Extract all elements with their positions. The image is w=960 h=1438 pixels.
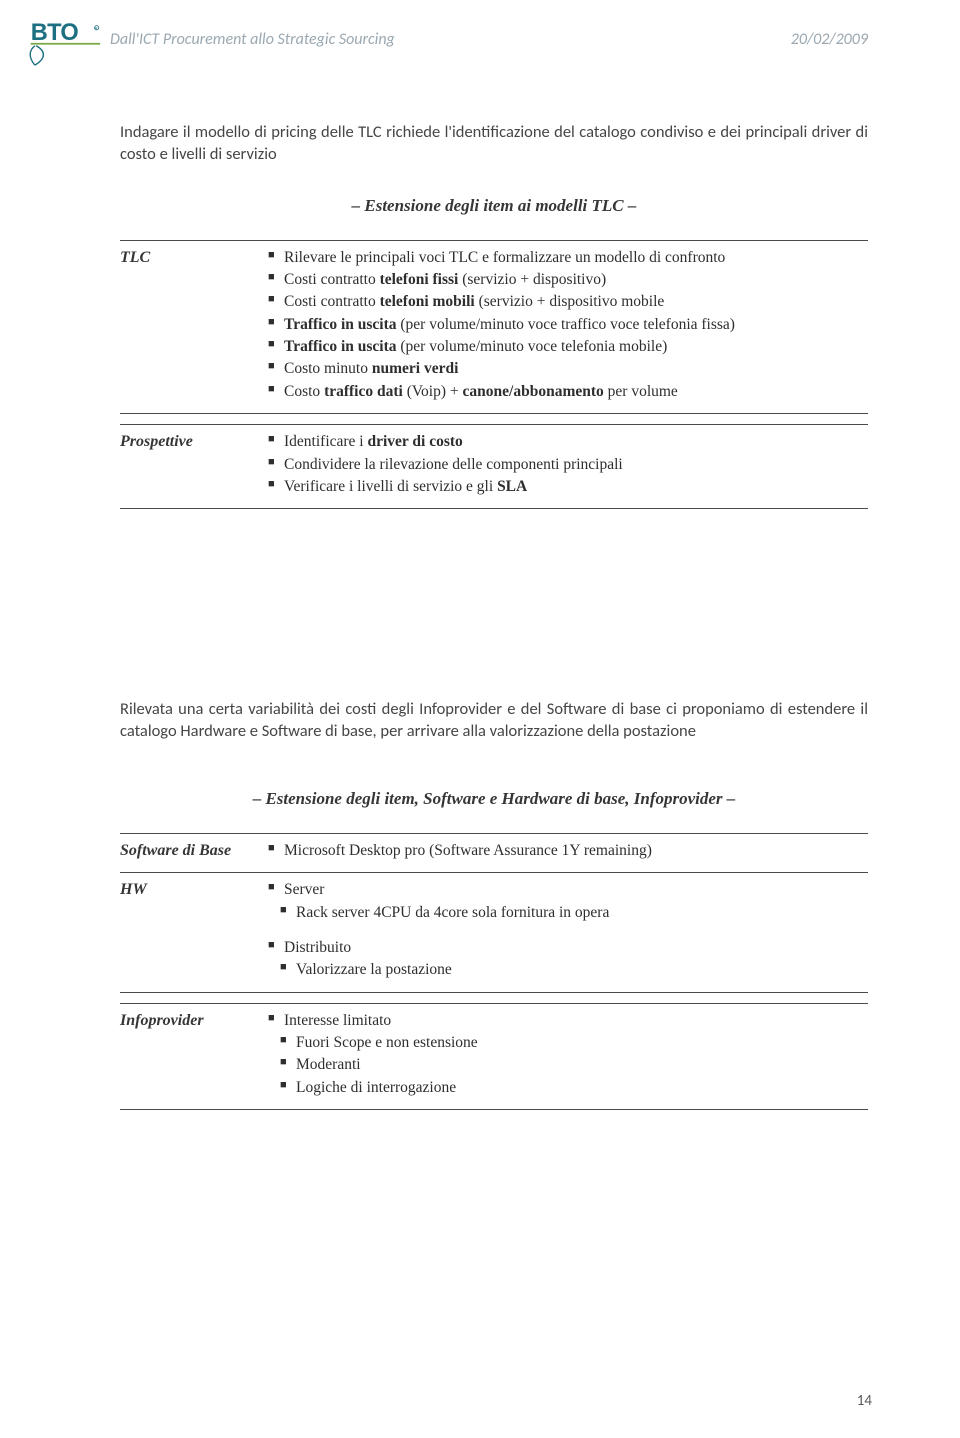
svg-text:BTO: BTO — [31, 20, 79, 46]
svg-text:R: R — [95, 26, 98, 31]
list-item: Microsoft Desktop pro (Software Assuranc… — [268, 840, 868, 861]
list-item: Condividere la rilevazione delle compone… — [268, 454, 868, 475]
row-label: Infoprovider — [120, 1010, 268, 1100]
list-item: Interesse limitato — [268, 1010, 868, 1031]
list-item: Costi contratto telefoni mobili (servizi… — [268, 291, 868, 312]
page-header: Dall'ICT Procurement allo Strategic Sour… — [110, 30, 868, 52]
list-item: Server — [268, 879, 868, 900]
row-label: HW — [120, 879, 268, 982]
row-label: Software di Base — [120, 840, 268, 862]
box1-title: – Estensione degli item ai modelli TLC – — [120, 196, 868, 216]
row-label: TLC — [120, 247, 268, 404]
box1-row-prospettive: Prospettive Identificare i driver di cos… — [120, 424, 868, 509]
list-item: Rilevare le principali voci TLC e formal… — [268, 247, 868, 268]
header-date: 20/02/2009 — [791, 30, 868, 49]
list-item-sub: Logiche di interrogazione — [268, 1077, 868, 1098]
list-item-sub: Moderanti — [268, 1054, 868, 1075]
list-item: Costi contratto telefoni fissi (servizio… — [268, 269, 868, 290]
row-content: Microsoft Desktop pro (Software Assuranc… — [268, 840, 868, 862]
list-item: Costo traffico dati (Voip) + canone/abbo… — [268, 381, 868, 402]
list-item-sub: Fuori Scope e non estensione — [268, 1032, 868, 1053]
box2-row-infoprovider: Infoprovider Interesse limitato Fuori Sc… — [120, 1003, 868, 1111]
box2-title: – Estensione degli item, Software e Hard… — [120, 789, 868, 809]
list-item: Traffico in uscita (per volume/minuto vo… — [268, 336, 868, 357]
list-item: Traffico in uscita (per volume/minuto vo… — [268, 314, 868, 335]
row-content: Rilevare le principali voci TLC e formal… — [268, 247, 868, 404]
row-content: Interesse limitato Fuori Scope e non est… — [268, 1010, 868, 1100]
list-item: Identificare i driver di costo — [268, 431, 868, 452]
page: BTO R Dall'ICT Procurement allo Strategi… — [0, 0, 960, 1438]
list-item: Costo minuto numeri verdi — [268, 358, 868, 379]
header-title: Dall'ICT Procurement allo Strategic Sour… — [110, 30, 395, 49]
paragraph-2: Rilevata una certa variabilità dei costi… — [120, 699, 868, 743]
box1-row-tlc: TLC Rilevare le principali voci TLC e fo… — [120, 240, 868, 415]
box2-row-software: Software di Base Microsoft Desktop pro (… — [120, 833, 868, 873]
list-item-sub: Rack server 4CPU da 4core sola fornitura… — [268, 902, 868, 923]
list-item-sub: Valorizzare la postazione — [268, 959, 868, 980]
spacer — [120, 519, 868, 659]
list-item: Distribuito — [268, 937, 868, 958]
page-number: 14 — [857, 1392, 872, 1410]
row-content: Server Rack server 4CPU da 4core sola fo… — [268, 879, 868, 982]
logo-bto: BTO R — [28, 18, 114, 68]
row-content: Identificare i driver di costo Condivide… — [268, 431, 868, 498]
paragraph-1: Indagare il modello di pricing delle TLC… — [120, 122, 868, 166]
list-item: Verificare i livelli di servizio e gli S… — [268, 476, 868, 497]
row-label: Prospettive — [120, 431, 268, 498]
box2-row-hw: HW Server Rack server 4CPU da 4core sola… — [120, 873, 868, 993]
